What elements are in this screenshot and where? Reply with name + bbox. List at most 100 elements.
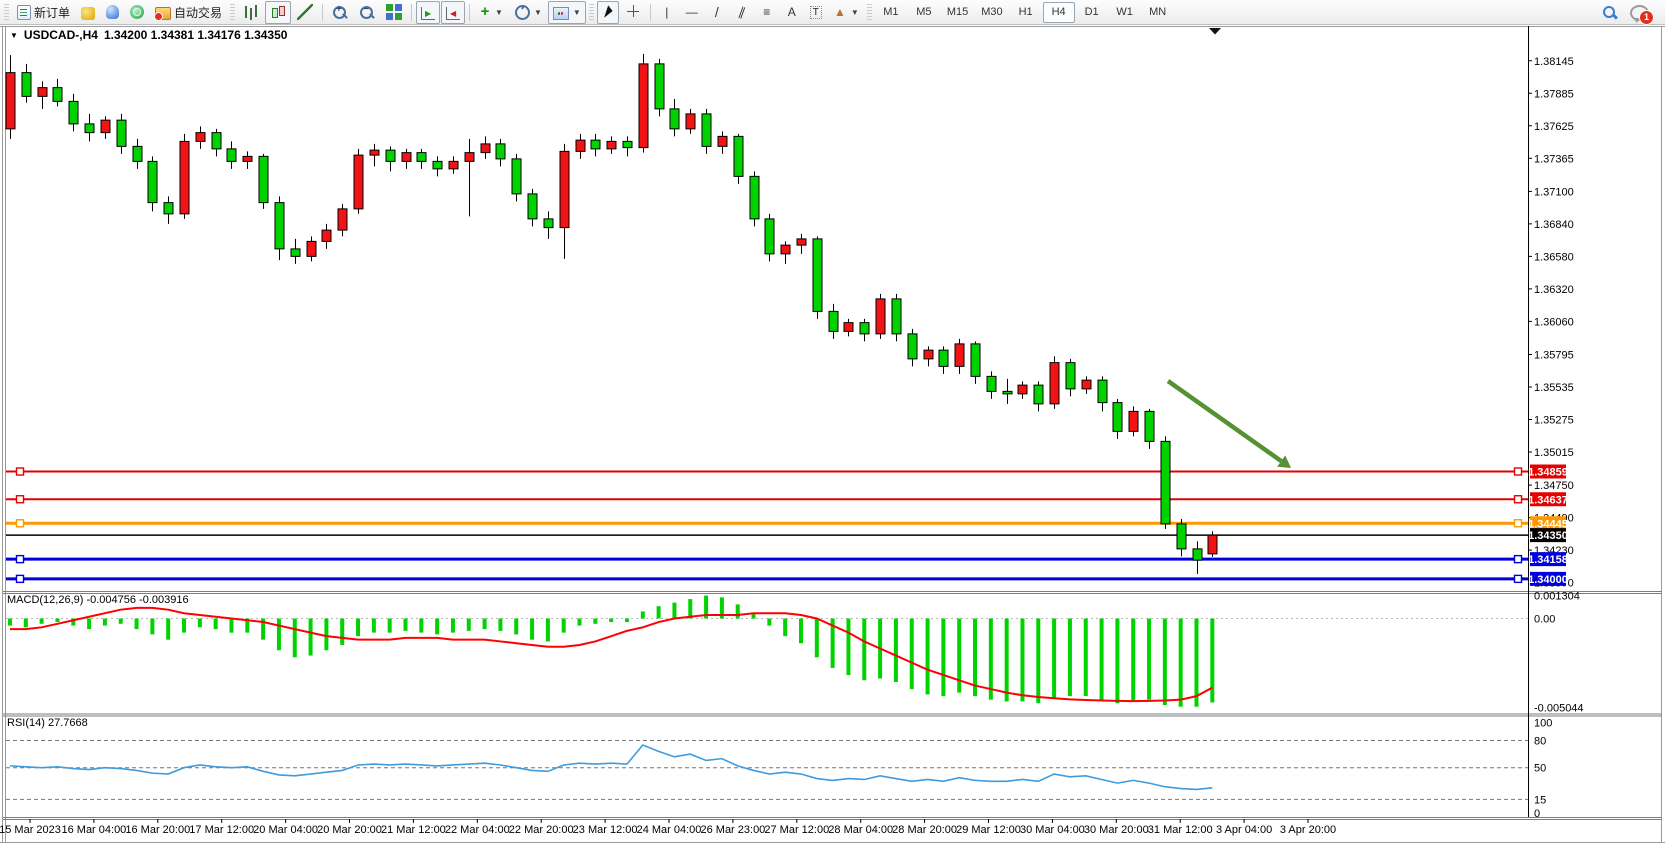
news-button[interactable] (125, 1, 149, 24)
line-handle[interactable] (15, 574, 25, 584)
periods-button[interactable]: ▼ (509, 1, 547, 24)
line-handle[interactable] (15, 519, 25, 528)
line-handle[interactable] (1513, 554, 1523, 564)
macd-histogram-bar (55, 618, 60, 623)
zoom-in-icon (332, 4, 348, 21)
svg-text:1.37885: 1.37885 (1534, 88, 1574, 100)
candle-up (480, 143, 491, 154)
timeframe-w1[interactable]: W1 (1116, 5, 1133, 18)
new-order-button[interactable]: 新订单 (12, 1, 75, 24)
toolbar-grip[interactable] (588, 4, 594, 20)
text-button[interactable]: A (780, 1, 804, 24)
macd-histogram-bar (988, 618, 993, 700)
line-handle[interactable] (15, 495, 25, 504)
price-axis[interactable]: 1.38145 1.37885 1.37625 1.37365 1.37100 1.368… (1528, 56, 1574, 590)
bar-chart-icon (243, 4, 259, 20)
market-button[interactable] (76, 1, 100, 24)
candle-down (701, 113, 712, 147)
signals-button[interactable] (101, 1, 124, 24)
horizontal-line-button[interactable]: — (680, 1, 704, 24)
fibonacci-button[interactable]: ≡ (755, 1, 779, 24)
toolbar-grip[interactable] (4, 4, 9, 20)
macd-histogram-bar (23, 618, 28, 628)
hline-1.34158[interactable] (6, 554, 1528, 564)
svg-text:20 Mar 04:00: 20 Mar 04:00 (253, 824, 318, 836)
channel-button[interactable]: ∥ (730, 1, 754, 24)
hline-1.34000[interactable] (6, 574, 1528, 584)
timeframe-m1[interactable]: M1 (883, 5, 899, 18)
candle-down (1176, 523, 1187, 550)
chart-dropdown-icon[interactable]: ▼ (10, 30, 18, 40)
vertical-line-button[interactable]: | (655, 1, 679, 24)
timeframe-h1[interactable]: H1 (1018, 5, 1033, 18)
cursor-button[interactable] (596, 0, 619, 24)
toolbar-grip[interactable] (230, 4, 236, 20)
hline-1.34637[interactable] (6, 495, 1528, 504)
candlestick-chart-button[interactable] (265, 0, 292, 24)
chart-window-title[interactable]: ▼ USDCAD-,H4 1.34200 1.34381 1.34176 1.3… (10, 28, 287, 42)
templates-button[interactable]: ▼ (547, 0, 586, 24)
line-chart-button[interactable] (292, 1, 318, 24)
indicators-button[interactable]: + ▼ (474, 1, 508, 24)
macd-histogram-bar (545, 618, 550, 642)
hline-1.34445[interactable] (6, 519, 1528, 528)
macd-histogram-bar (1115, 618, 1120, 704)
macd-histogram-bar (640, 611, 645, 619)
line-handle[interactable] (1513, 519, 1523, 528)
svg-text:30 Mar 20:00: 30 Mar 20:00 (1084, 824, 1149, 836)
svg-text:26 Mar 23:00: 26 Mar 23:00 (700, 824, 765, 836)
timeframe-h4[interactable]: H4 (1042, 1, 1075, 23)
last-bar-marker[interactable] (1209, 28, 1221, 35)
timeframe-d1[interactable]: D1 (1084, 5, 1099, 18)
tile-windows-button[interactable] (381, 1, 407, 24)
candle-down (669, 108, 680, 130)
line-chart-icon (297, 4, 314, 20)
time-axis[interactable]: 15 Mar 2023 16 Mar 04:00 16 Mar 20:00 17 Ma… (0, 819, 1336, 836)
line-handle[interactable] (1513, 495, 1523, 504)
macd-histogram-bar (814, 618, 819, 658)
toolbar-grip[interactable] (866, 4, 872, 20)
chart-shift-icon (446, 6, 461, 20)
toolbar: 新订单 自动交易 +▼ ▼ ▼ | — / ∥ ≡ A T ▲▼ (0, 0, 1665, 25)
auto-scroll-button[interactable] (416, 0, 441, 24)
svg-text:1.37100: 1.37100 (1534, 186, 1574, 198)
chat-icon[interactable]: 1 (1630, 4, 1654, 25)
search-icon[interactable] (1602, 5, 1618, 21)
separator (322, 3, 324, 21)
line-handle[interactable] (1513, 467, 1523, 476)
macd-histogram-bar (182, 618, 187, 633)
trend-arrow[interactable] (1166, 379, 1291, 468)
trendline-button[interactable]: / (705, 1, 729, 24)
line-handle[interactable] (15, 467, 25, 476)
macd-histogram-bar (276, 618, 281, 651)
auto-scroll-icon (421, 6, 436, 20)
new-order-label: 新订单 (34, 5, 71, 20)
zoom-out-button[interactable] (354, 1, 380, 24)
timeframe-m15[interactable]: M15 (946, 5, 969, 18)
timeframe-m30[interactable]: M30 (981, 5, 1003, 18)
arrows-button[interactable]: ▲ ▼ (828, 1, 864, 24)
svg-text:1.38145: 1.38145 (1534, 56, 1574, 68)
crosshair-button[interactable] (620, 1, 646, 24)
candle-up (875, 298, 886, 335)
line-handle[interactable] (1513, 574, 1523, 584)
autotrading-button[interactable]: 自动交易 (150, 1, 227, 24)
candle-down (385, 149, 396, 162)
candle-down (654, 63, 665, 110)
candle-up (685, 113, 696, 130)
macd-histogram-bar (735, 604, 740, 619)
hline-1.34859[interactable] (6, 467, 1528, 476)
zoom-in-button[interactable] (327, 1, 353, 24)
text-label-button[interactable]: T (805, 1, 827, 24)
svg-text:0.001304: 0.001304 (1534, 590, 1580, 602)
macd-histogram-bar (1004, 618, 1009, 702)
timeframe-m5[interactable]: M5 (916, 5, 932, 18)
chart-shift-button[interactable] (441, 0, 466, 24)
line-handle[interactable] (15, 554, 25, 564)
macd-histogram-bar (783, 618, 788, 637)
bar-chart-button[interactable] (238, 1, 264, 24)
candle-down (907, 333, 918, 360)
macd-histogram-bar (830, 618, 835, 668)
timeframe-mn[interactable]: MN (1149, 5, 1167, 18)
